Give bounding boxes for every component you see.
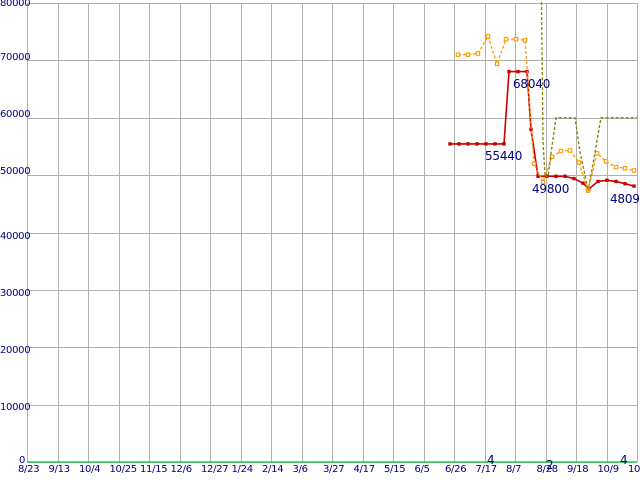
x-tick-label: 7/17	[475, 464, 498, 475]
data-point-marker	[567, 148, 573, 153]
y-tick-label: 80000	[0, 0, 31, 9]
data-point-marker	[522, 38, 528, 43]
y-tick-label: 30000	[0, 288, 31, 299]
data-point-marker	[502, 142, 506, 146]
data-point-marker	[465, 52, 471, 57]
data-point-marker	[493, 142, 497, 146]
x-tick-label: 12/6	[170, 464, 193, 475]
data-point-marker	[572, 176, 576, 181]
x-tick-label: 5/15	[384, 464, 406, 475]
data-point-marker	[475, 51, 481, 56]
price-label-49800: 49800	[532, 182, 570, 196]
data-point-marker	[513, 36, 519, 42]
y-tick-label: 10000	[0, 402, 31, 413]
x-tick-label: 6/26	[445, 464, 467, 475]
data-point-marker	[457, 142, 461, 146]
data-point-marker	[581, 181, 585, 185]
data-point-marker	[531, 161, 537, 166]
data-point-marker	[594, 151, 600, 156]
x-tick-label: 6/5	[414, 464, 431, 475]
data-point-marker	[448, 142, 452, 146]
data-point-marker	[536, 174, 540, 178]
x-tick-label: 1/24	[231, 464, 254, 475]
volume-label-2: 2	[546, 458, 554, 472]
y-tick-label: 50000	[0, 166, 31, 177]
price-label-55440: 55440	[485, 149, 523, 163]
data-point-marker	[623, 182, 627, 186]
data-point-marker	[614, 179, 618, 184]
data-point-marker	[475, 142, 479, 146]
data-point-marker	[503, 36, 509, 42]
data-point-marker	[605, 178, 609, 182]
data-point-marker	[529, 127, 533, 131]
x-tick-label: 4/17	[353, 464, 376, 475]
data-point-marker	[516, 69, 520, 74]
data-point-marker	[485, 34, 491, 39]
x-tick-label: 11/15	[140, 464, 168, 475]
y-tick-label: 40000	[0, 231, 31, 242]
y-tick-label: 70000	[0, 52, 31, 63]
volume-label-4-first: 4	[487, 453, 495, 467]
x-tick-label: 10/25	[109, 464, 138, 475]
volume-label-4-last: 4	[620, 453, 628, 467]
y-tick-label: 20000	[0, 345, 31, 356]
y-tick-label: 60000	[0, 109, 31, 120]
data-point-marker	[632, 184, 636, 188]
x-tick-label: 3/6	[292, 464, 309, 475]
data-point-marker	[507, 69, 511, 74]
x-tick-label: 2/14	[262, 464, 284, 475]
data-point-marker	[563, 174, 567, 178]
data-point-marker	[540, 179, 546, 185]
data-point-marker	[631, 168, 637, 173]
x-tick-label: 8/28	[536, 464, 559, 475]
data-point-marker	[603, 159, 609, 164]
data-point-marker	[622, 165, 628, 171]
x-tick-label: 8/23	[18, 464, 40, 475]
data-point-marker	[596, 179, 600, 184]
x-tick-label: 10/9	[597, 464, 620, 475]
series-line-secondary_band	[540, 0, 637, 192]
data-point-marker	[466, 142, 470, 146]
x-tick-label: 9/18	[567, 464, 589, 475]
data-point-marker	[554, 174, 558, 178]
y-tick-label: 0	[18, 455, 25, 466]
data-point-marker	[494, 61, 500, 67]
series-layer	[27, 0, 637, 463]
x-tick-label: 10/4	[79, 464, 101, 475]
data-point-marker	[576, 160, 582, 165]
gridlines	[27, 3, 638, 463]
x-tick-label: 3/27	[323, 464, 345, 475]
data-point-marker	[455, 52, 461, 57]
data-point-marker	[558, 148, 564, 154]
x-tick-label: 9/13	[48, 464, 71, 475]
price-label-68040: 68040	[513, 77, 551, 91]
x-tick-label: 12/27	[201, 464, 229, 475]
x-tick-label: 8/7	[506, 464, 522, 475]
x-tick-label: 10/30	[628, 464, 640, 475]
price-label-48090: 48090	[610, 192, 640, 206]
data-point-marker	[613, 164, 619, 170]
data-point-marker	[484, 142, 488, 146]
